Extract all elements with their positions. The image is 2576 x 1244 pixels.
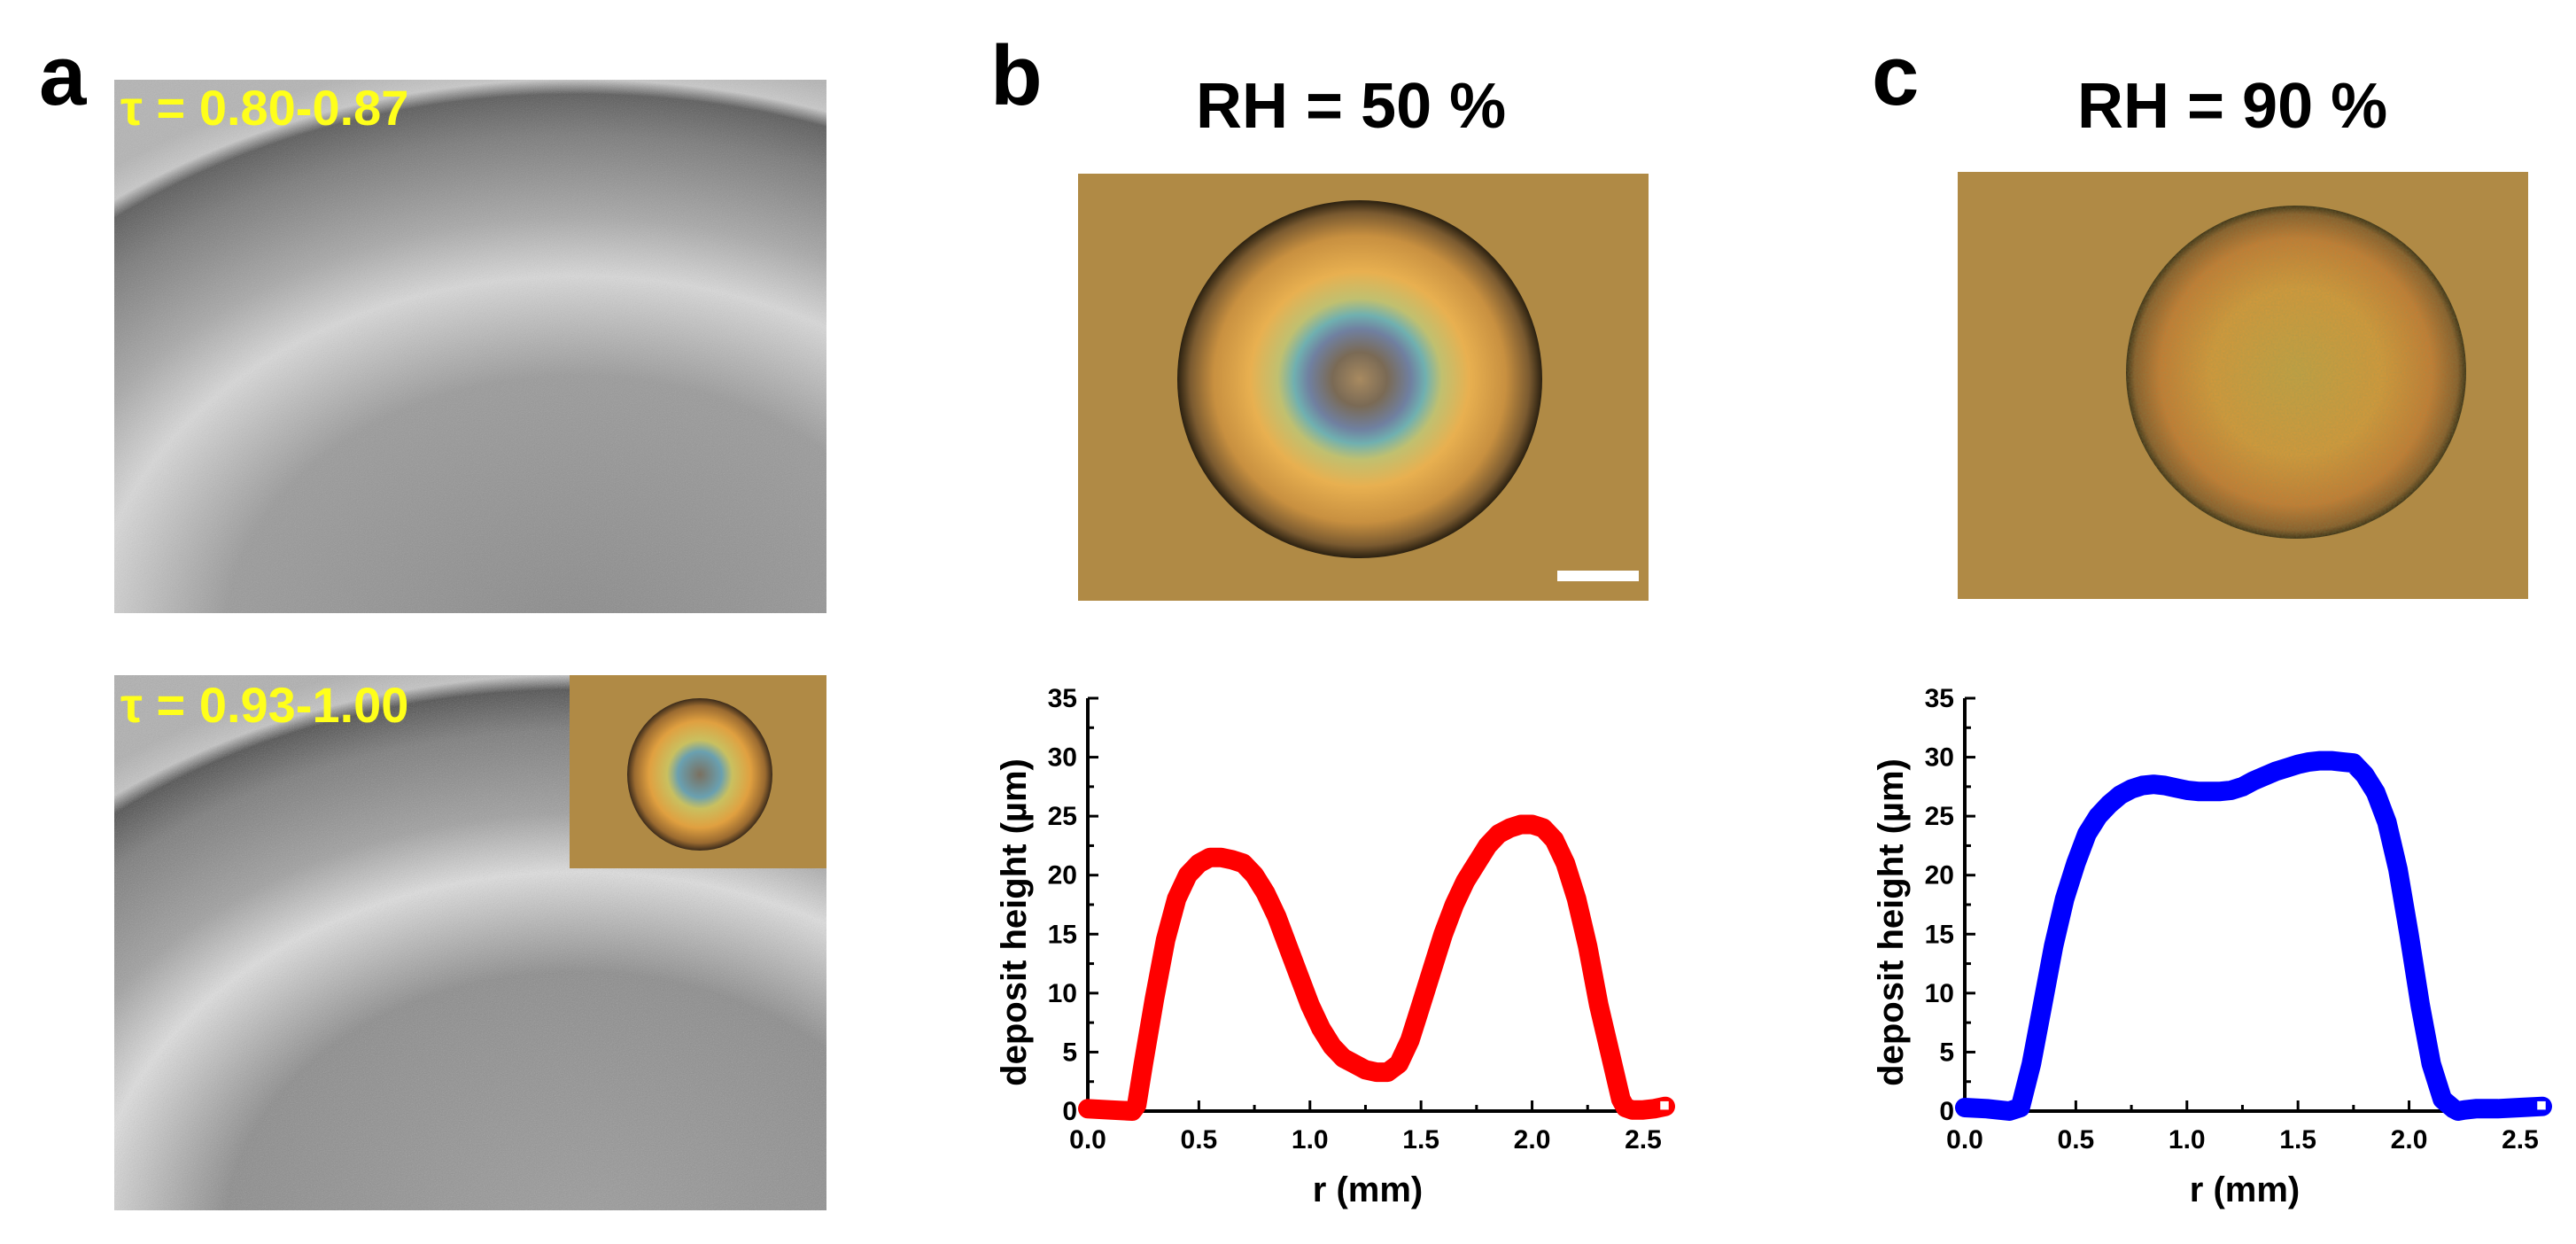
y-tick-label: 10: [1048, 979, 1077, 1008]
inset-droplet-photo: [570, 675, 826, 868]
y-tick-label: 25: [1925, 802, 1954, 831]
x-axis-label: r (mm): [2190, 1170, 2300, 1209]
micrograph-top: [114, 80, 826, 613]
panel-c-letter: c: [1872, 28, 1920, 123]
x-tick-label: 0.5: [2058, 1125, 2095, 1155]
series-line-0: [1078, 814, 1675, 1121]
series-end-marker: [2534, 1099, 2549, 1112]
x-tick-label: 2.5: [1625, 1125, 1662, 1155]
panel-a-letter: a: [39, 28, 87, 123]
y-tick-label: 30: [1925, 743, 1954, 773]
chart-rh90: 0 5 10 15 20 25 30 35 0.0 0.5 1.0 1.5 2.0 2.5 r (mm) de…: [1872, 684, 2552, 1209]
series-end-marker: [1657, 1099, 1672, 1112]
x-tick-label: 2.0: [1514, 1125, 1551, 1155]
y-tick-label: 30: [1048, 743, 1077, 773]
x-tick-label: 1.5: [1402, 1125, 1439, 1155]
y-tick-label: 20: [1925, 861, 1954, 890]
x-tick-label: 1.0: [2169, 1125, 2206, 1155]
y-axis-label: deposit height (µm): [1872, 758, 1911, 1086]
y-tick-label: 25: [1048, 802, 1077, 831]
x-axis-label: r (mm): [1313, 1170, 1423, 1209]
x-tick-label: 0.0: [1946, 1125, 1983, 1155]
scale-bar: [1557, 571, 1639, 581]
y-tick-label: 35: [1048, 684, 1077, 713]
y-tick-label: 15: [1925, 920, 1954, 949]
chart-rh50: 0 5 10 15 20 25 30 35 0.0 0.5 1.0 1.5 2.0 2.5 r (mm) de…: [995, 684, 1675, 1209]
y-tick-label: 0: [1062, 1097, 1077, 1126]
panel-b-title: RH = 50 %: [1196, 71, 1507, 142]
y-tick-label: 10: [1925, 979, 1954, 1008]
y-axis-label: deposit height (µm): [995, 758, 1034, 1086]
x-tick-label: 2.5: [2502, 1125, 2539, 1155]
tau-label-bottom: τ = 0.93-1.00: [120, 677, 409, 733]
y-tick-label: 5: [1939, 1038, 1954, 1067]
panel-c-title: RH = 90 %: [2077, 71, 2388, 142]
panel-b-letter: b: [990, 28, 1043, 123]
x-tick-label: 0.0: [1069, 1125, 1106, 1155]
y-tick-label: 35: [1925, 684, 1954, 713]
y-tick-label: 20: [1048, 861, 1077, 890]
droplet-photo-rh90: [1958, 172, 2528, 599]
x-tick-label: 0.5: [1181, 1125, 1218, 1155]
x-tick-label: 1.5: [2279, 1125, 2316, 1155]
y-tick-label: 15: [1048, 920, 1077, 949]
x-tick-label: 1.0: [1292, 1125, 1329, 1155]
series-line-0: [1955, 750, 2552, 1121]
y-tick-label: 0: [1939, 1097, 1954, 1126]
y-tick-label: 5: [1062, 1038, 1077, 1067]
x-tick-label: 2.0: [2391, 1125, 2428, 1155]
droplet-photo-rh50: [1078, 174, 1649, 601]
tau-label-top: τ = 0.80-0.87: [120, 80, 409, 136]
